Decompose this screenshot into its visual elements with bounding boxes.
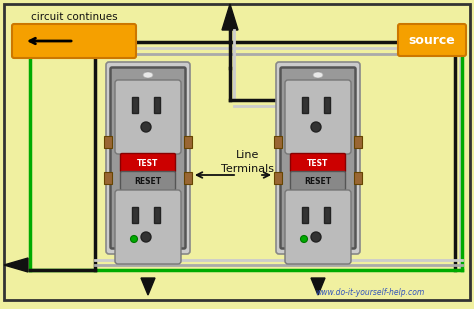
FancyBboxPatch shape [291,154,346,172]
FancyBboxPatch shape [398,24,466,56]
Bar [324,207,330,223]
Circle shape [145,71,152,78]
Ellipse shape [143,72,153,78]
Ellipse shape [313,72,323,78]
Polygon shape [4,258,28,272]
Bar [354,136,362,148]
Bar [184,172,192,184]
FancyBboxPatch shape [276,62,360,254]
Circle shape [311,232,321,242]
Circle shape [311,234,325,248]
Text: TEST: TEST [137,159,159,167]
Text: circuit continues: circuit continues [31,12,117,22]
FancyBboxPatch shape [106,62,190,254]
Text: TEST: TEST [307,159,328,167]
Circle shape [301,235,308,243]
Circle shape [141,68,155,82]
Circle shape [311,122,321,132]
Circle shape [141,122,151,132]
Circle shape [145,238,152,244]
FancyBboxPatch shape [115,190,181,264]
Circle shape [315,238,321,244]
FancyBboxPatch shape [115,80,181,154]
Polygon shape [141,278,155,295]
Polygon shape [222,4,238,30]
Circle shape [311,68,325,82]
FancyBboxPatch shape [291,171,346,191]
Bar [184,136,192,148]
Circle shape [141,234,155,248]
FancyBboxPatch shape [110,67,185,248]
Bar [324,97,330,113]
Circle shape [141,232,151,242]
Bar [132,97,138,113]
Bar [302,207,308,223]
FancyBboxPatch shape [281,67,356,248]
Bar [274,136,282,148]
Ellipse shape [143,238,153,244]
Ellipse shape [313,238,323,244]
FancyBboxPatch shape [120,154,175,172]
Bar [132,207,138,223]
Bar [354,172,362,184]
Bar [302,97,308,113]
Polygon shape [311,278,325,295]
Bar [154,97,160,113]
Bar [104,172,112,184]
Text: RESET: RESET [304,176,331,185]
FancyBboxPatch shape [285,80,351,154]
FancyBboxPatch shape [12,24,136,58]
Text: Line
Terminals: Line Terminals [221,150,274,174]
FancyBboxPatch shape [120,171,175,191]
Text: RESET: RESET [135,176,162,185]
Bar [154,207,160,223]
Bar [274,172,282,184]
Circle shape [130,235,137,243]
Circle shape [315,71,321,78]
Text: source: source [409,33,456,46]
Text: www.do-it-yourself-help.com: www.do-it-yourself-help.com [315,288,425,297]
FancyBboxPatch shape [285,190,351,264]
Bar [104,136,112,148]
